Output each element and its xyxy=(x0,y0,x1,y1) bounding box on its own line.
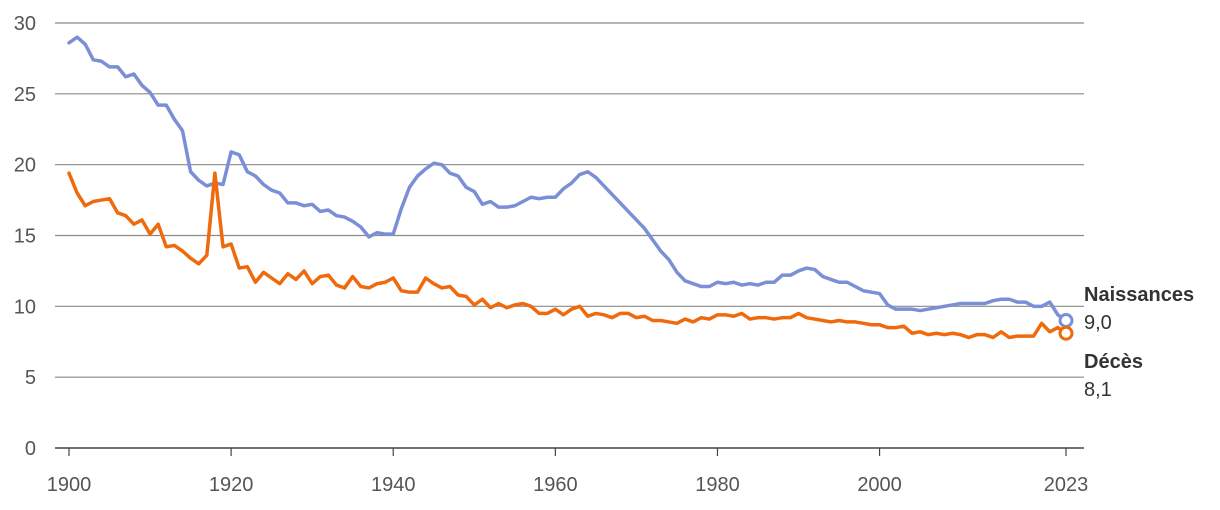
y-tick-label: 15 xyxy=(14,226,36,248)
series-label-deces: Décès xyxy=(1084,351,1143,373)
x-axis-ticks xyxy=(68,448,1067,456)
x-tick-label: 1940 xyxy=(371,474,416,496)
end-markers xyxy=(1058,313,1074,341)
series-value-naissances: 9,0 xyxy=(1084,312,1112,334)
end-marker-1 xyxy=(1058,325,1074,341)
y-tick-label: 10 xyxy=(14,296,36,318)
y-axis-tick-labels: 0 5 10 15 20 25 30 xyxy=(14,13,36,460)
x-axis-tick-labels: 1900 1920 1940 1960 1980 2000 2023 xyxy=(47,474,1089,496)
series-line-0 xyxy=(67,35,1068,323)
y-tick-label: 30 xyxy=(14,13,36,35)
y-tick-label: 20 xyxy=(14,155,36,177)
end-marker-0 xyxy=(1058,313,1074,328)
series-value-deces: 8,1 xyxy=(1084,379,1112,401)
x-tick-label: 2023 xyxy=(1044,474,1089,496)
y-tick-label: 0 xyxy=(25,438,36,460)
series-line-1 xyxy=(67,171,1068,340)
series-label-naissances: Naissances xyxy=(1084,284,1194,306)
y-tick-label: 25 xyxy=(14,84,36,106)
x-tick-label: 1960 xyxy=(533,474,578,496)
x-tick-label: 1980 xyxy=(695,474,740,496)
series-lines xyxy=(67,35,1068,340)
x-tick-label: 2000 xyxy=(857,474,902,496)
x-tick-label: 1920 xyxy=(209,474,254,496)
end-labels: Naissances 9,0 Décès 8,1 xyxy=(1084,284,1194,401)
x-tick-label: 1900 xyxy=(47,474,92,496)
y-tick-label: 5 xyxy=(25,367,36,389)
